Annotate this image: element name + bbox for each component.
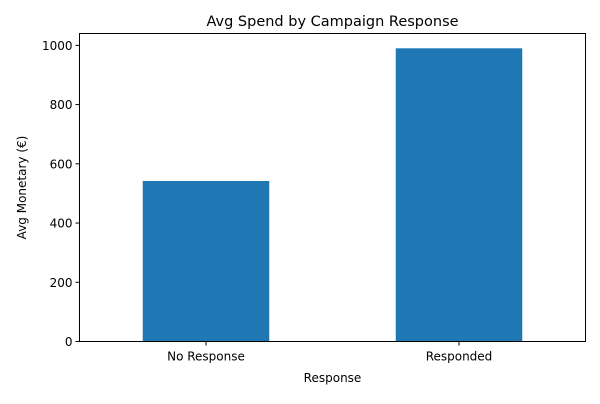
y-tick-label: 200: [50, 276, 73, 290]
y-tick-label: 800: [50, 98, 73, 112]
y-axis: 0 200 400 600 800 1000: [42, 39, 80, 349]
y-tick-label: 1000: [42, 39, 73, 53]
x-axis-label: Response: [304, 371, 362, 385]
x-tick-label: No Response: [167, 350, 245, 364]
y-tick-label: 0: [65, 335, 73, 349]
chart-title: Avg Spend by Campaign Response: [206, 14, 458, 30]
bars-layer: [142, 48, 523, 342]
plot-frame: [79, 33, 586, 342]
x-tick-label: Responded: [426, 350, 493, 364]
bar-responded: [395, 48, 523, 342]
bar-no-response: [142, 180, 270, 342]
y-tick-label: 400: [50, 217, 73, 231]
x-axis: No Response Responded: [167, 341, 493, 364]
y-axis-label: Avg Monetary (€): [15, 136, 29, 240]
y-tick-label: 600: [50, 157, 73, 171]
